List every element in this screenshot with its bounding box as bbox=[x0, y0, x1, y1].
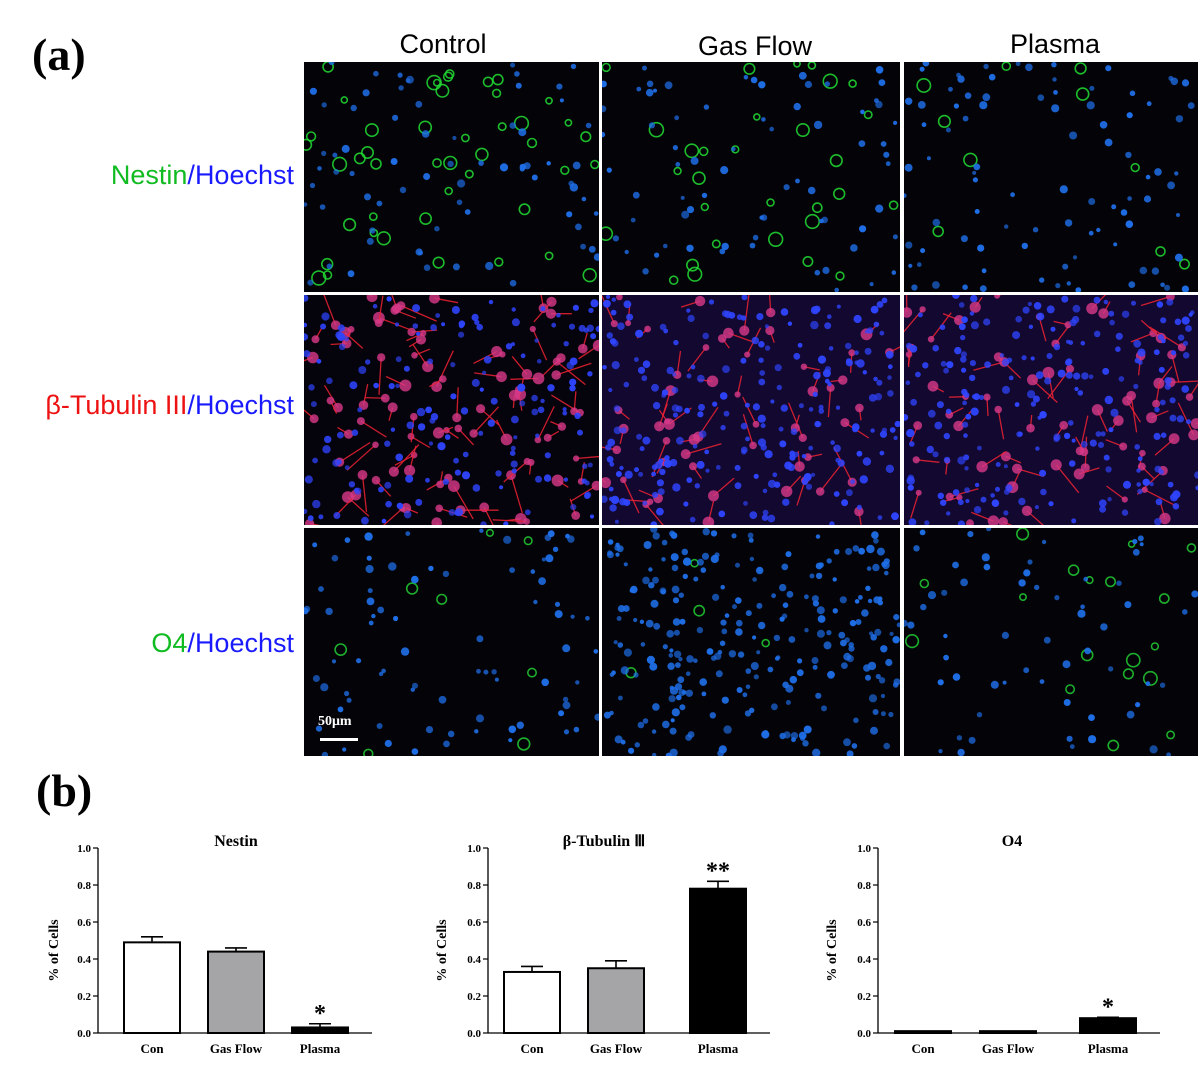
y-tick-label: 0.6 bbox=[467, 917, 481, 929]
chart-title: O4 bbox=[1002, 833, 1022, 850]
bar bbox=[1079, 1017, 1137, 1034]
y-tick-label: 0.8 bbox=[857, 880, 871, 892]
y-tick-label: 1.0 bbox=[77, 843, 91, 855]
y-tick-label: 1.0 bbox=[857, 843, 871, 855]
bar-charts-svg: Nestin 0.0 0.2 0.4 0.6 0.8 1.0 % of Cells Con Gas… bbox=[47, 833, 1160, 1056]
column-header-gas-flow: Gas Flow bbox=[697, 31, 813, 61]
row-label-tubulin: β-Tubulin III/Hoechst bbox=[4, 390, 294, 421]
y-axis-label: % of Cells bbox=[825, 919, 840, 982]
bar bbox=[291, 1026, 349, 1034]
micrograph-tile bbox=[904, 295, 1198, 525]
y-tick-label: 0.2 bbox=[467, 991, 481, 1003]
row-label-o4: O4/Hoechst bbox=[4, 628, 294, 659]
scale-bar bbox=[320, 738, 358, 741]
category-label: Con bbox=[911, 1041, 935, 1056]
micrograph-image bbox=[304, 295, 599, 525]
micrograph-tile bbox=[602, 62, 900, 292]
significance-marker: ** bbox=[706, 858, 730, 884]
scale-bar-label: 50μm bbox=[318, 714, 352, 729]
micrograph-tile bbox=[904, 528, 1198, 756]
bar bbox=[894, 1030, 952, 1034]
y-axis-label: % of Cells bbox=[47, 919, 62, 982]
micrograph-tile bbox=[904, 62, 1198, 292]
category-label: Con bbox=[140, 1041, 164, 1056]
y-tick-label: 1.0 bbox=[467, 843, 481, 855]
panel-a-label: (a) bbox=[32, 29, 86, 80]
micrograph-image bbox=[602, 62, 899, 292]
chart-title: Nestin bbox=[214, 833, 258, 850]
marker-name: O4 bbox=[151, 628, 188, 658]
bar bbox=[689, 887, 747, 1034]
y-tick-label: 0.4 bbox=[77, 954, 91, 966]
category-label: Gas Flow bbox=[982, 1041, 1035, 1056]
micrograph-tile bbox=[602, 528, 900, 756]
label-slash: / bbox=[187, 160, 195, 190]
significance-marker: * bbox=[1102, 994, 1114, 1020]
marker-name: β-Tubulin III bbox=[45, 390, 188, 420]
category-label: Plasma bbox=[698, 1041, 739, 1056]
y-tick-label: 0.0 bbox=[467, 1028, 481, 1040]
y-tick-label: 0.2 bbox=[77, 991, 91, 1003]
micrograph-tile bbox=[304, 528, 599, 756]
y-tick-label: 0.4 bbox=[857, 954, 871, 966]
y-axis-label: % of Cells bbox=[435, 919, 450, 982]
micrograph-image bbox=[904, 528, 1198, 756]
row-label-nestin: Nestin/Hoechst bbox=[4, 160, 294, 191]
column-header-control: Control bbox=[399, 29, 487, 59]
category-label: Gas Flow bbox=[210, 1041, 263, 1056]
category-label: Plasma bbox=[300, 1041, 341, 1056]
micrograph-tile bbox=[602, 295, 900, 525]
bar bbox=[979, 1030, 1037, 1034]
marker-name: Nestin bbox=[110, 160, 188, 190]
y-tick-label: 0.6 bbox=[857, 917, 871, 929]
micrograph-image bbox=[904, 62, 1195, 292]
label-slash: / bbox=[187, 390, 195, 420]
y-tick-label: 0.0 bbox=[857, 1028, 871, 1040]
bar bbox=[207, 950, 265, 1035]
significance-marker: * bbox=[314, 1001, 326, 1027]
label-slash: / bbox=[187, 628, 195, 658]
panel-b-label: (b) bbox=[36, 765, 93, 816]
bar bbox=[587, 967, 645, 1034]
category-label: Gas Flow bbox=[590, 1041, 643, 1056]
micrograph-image bbox=[602, 295, 900, 525]
micrograph-tile bbox=[304, 62, 599, 292]
y-tick-label: 0.8 bbox=[467, 880, 481, 892]
counterstain-name: Hoechst bbox=[194, 160, 294, 190]
y-tick-label: 0.4 bbox=[467, 954, 481, 966]
y-tick-label: 0.6 bbox=[77, 917, 91, 929]
y-tick-label: 0.2 bbox=[857, 991, 871, 1003]
micrograph-image bbox=[304, 528, 599, 756]
micrograph-tile bbox=[304, 295, 599, 525]
micrograph-image bbox=[904, 295, 1198, 525]
counterstain-name: Hoechst bbox=[194, 628, 294, 658]
bar bbox=[503, 970, 561, 1034]
column-header-plasma: Plasma bbox=[1009, 29, 1101, 59]
bar bbox=[123, 941, 181, 1034]
counterstain-name: Hoechst bbox=[194, 390, 294, 420]
category-label: Plasma bbox=[1088, 1041, 1129, 1056]
micrograph-image bbox=[304, 62, 599, 287]
chart-title: β-Tubulin Ⅲ bbox=[563, 833, 645, 850]
micrograph-image bbox=[603, 528, 900, 756]
y-tick-label: 0.8 bbox=[77, 880, 91, 892]
category-label: Con bbox=[520, 1041, 544, 1056]
bar-charts: Nestin 0.0 0.2 0.4 0.6 0.8 1.0 % of Cells Con Gas… bbox=[0, 820, 1200, 1085]
y-tick-label: 0.0 bbox=[77, 1028, 91, 1040]
